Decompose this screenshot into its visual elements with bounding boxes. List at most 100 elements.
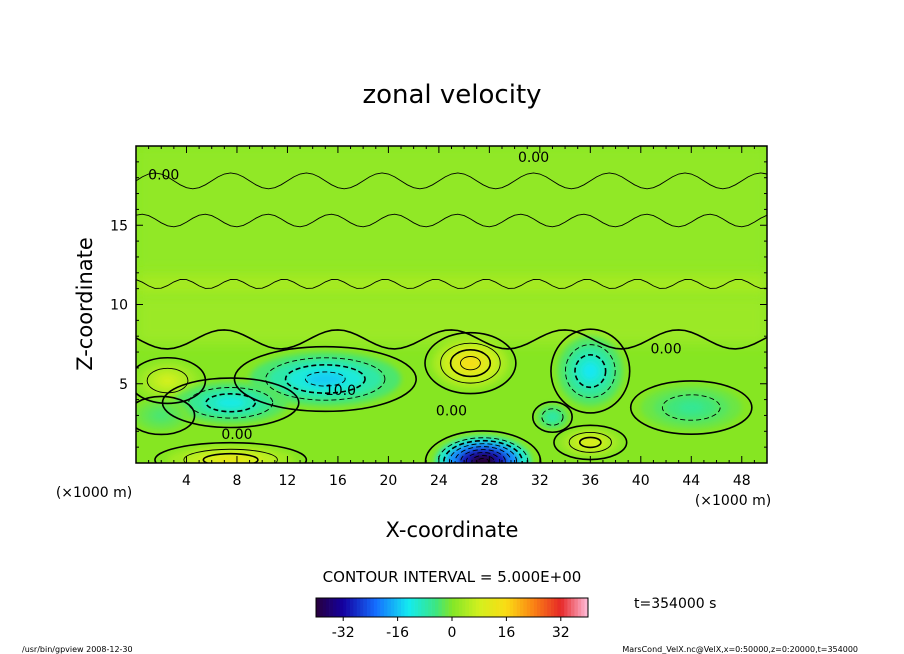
- colorbar-cell: [462, 598, 466, 617]
- x-tick-label-4: 20: [379, 473, 397, 489]
- colorbar: -32 -16 0 16 32: [315, 597, 589, 641]
- contour-line: [578, 436, 602, 449]
- contour-line: [541, 408, 564, 426]
- zero-contour: [136, 356, 207, 405]
- y-tick-label-1: 10: [110, 298, 128, 314]
- colorbar-cell: [390, 598, 395, 617]
- contour-line: [443, 439, 524, 463]
- colorbar-cell: [492, 598, 497, 617]
- plot-area: 0.00 0.00 0.00 10.0 0.00 0.00: [135, 145, 768, 464]
- colorbar-cell: [533, 598, 538, 617]
- colorbar-cell: [441, 598, 446, 617]
- contour-line: [460, 449, 506, 463]
- y-tick-label-2: 15: [110, 218, 128, 234]
- y-tick-label-0: 5: [119, 377, 128, 393]
- colorbar-cell: [438, 598, 443, 617]
- colorbar-cell: [384, 598, 388, 617]
- x-tick-label-0: 4: [182, 473, 191, 489]
- contour-line: [471, 455, 495, 463]
- x-tick-label-2: 12: [279, 473, 297, 489]
- contour-label-5: 0.00: [221, 427, 252, 443]
- colorbar-cell: [567, 598, 572, 617]
- colorbar-cell: [479, 598, 483, 617]
- colorbar-cell: [418, 598, 422, 617]
- colorbar-cell: [356, 598, 361, 617]
- colorbar-cell: [547, 598, 551, 617]
- colorbar-cell: [537, 598, 541, 617]
- colorbar-cell: [516, 598, 521, 617]
- colorbar-cell: [360, 598, 364, 617]
- feature-min-9: [640, 385, 742, 430]
- contour-line: [136, 172, 767, 190]
- colorbar-cell: [363, 598, 368, 617]
- contour-line: [568, 431, 612, 453]
- x-axis: 4 8 12 16 20 24 28 32 36 40 44 48: [148, 146, 755, 489]
- contour-line: [449, 349, 492, 378]
- zero-contour: [424, 331, 517, 395]
- x-tick-label-9: 40: [632, 473, 650, 489]
- x-tick-label-6: 28: [480, 473, 498, 489]
- colorbar-tick-label-1: -16: [386, 625, 409, 641]
- colorbar-cell: [370, 598, 375, 617]
- colorbar-cell: [489, 598, 494, 617]
- colorbar-cell: [452, 598, 456, 617]
- colorbar-cell: [316, 598, 320, 617]
- colorbar-cell: [333, 598, 337, 617]
- x-tick-label-10: 44: [682, 473, 700, 489]
- x-axis-label: X-coordinate: [386, 518, 519, 542]
- colorbar-cell: [336, 598, 341, 617]
- feature-min-8: [536, 404, 569, 430]
- colorbar-cell: [499, 598, 504, 617]
- x-tick-label-3: 16: [329, 473, 347, 489]
- x-tick-label-1: 8: [232, 473, 241, 489]
- colorbar-cell: [329, 598, 334, 617]
- y-axis-label: Z-coordinate: [73, 237, 97, 371]
- colorbar-cell: [455, 598, 460, 617]
- contour-label-4: 0.00: [436, 403, 467, 419]
- colorbar-cell: [526, 598, 531, 617]
- colorbar-cell: [380, 598, 385, 617]
- colorbar-cell: [506, 598, 511, 617]
- colorbar-cell: [509, 598, 514, 617]
- contour-label-1: 0.00: [518, 150, 549, 166]
- contour-line: [564, 344, 616, 398]
- x-tick-label-8: 36: [581, 473, 599, 489]
- feature-max-3: [136, 361, 200, 400]
- colorbar-cell: [414, 598, 419, 617]
- colorbar-cell: [424, 598, 429, 617]
- colorbar-cell: [401, 598, 405, 617]
- contour-line: [574, 353, 607, 389]
- contour-line: [460, 356, 481, 371]
- colorbar-cell: [397, 598, 402, 617]
- y-axis: 5 10 15: [110, 161, 767, 448]
- contour-line: [454, 446, 512, 463]
- colorbar-tick-label-0: -32: [332, 625, 355, 641]
- contour-line: [284, 364, 366, 394]
- contour-line: [136, 278, 767, 289]
- contour-line: [304, 371, 346, 387]
- contour-line: [136, 329, 767, 350]
- colorbar-cell: [448, 598, 453, 617]
- contour-line: [136, 213, 767, 228]
- zero-contour: [161, 377, 300, 429]
- colorbar-cell: [482, 598, 487, 617]
- colorbar-cell: [353, 598, 358, 617]
- colorbar-cell: [540, 598, 545, 617]
- contour-line: [188, 387, 274, 419]
- colorbar-cell: [421, 598, 426, 617]
- colorbar-cell: [554, 598, 558, 617]
- feature-min-5: [557, 336, 624, 406]
- colorbar-cell: [411, 598, 415, 617]
- background-band-1: [136, 272, 767, 297]
- colorbar-tick-label-3: 16: [497, 625, 515, 641]
- contour-line: [183, 448, 278, 463]
- colorbar-cell: [346, 598, 351, 617]
- contour-interval-text: CONTOUR INTERVAL = 5.000E+00: [323, 568, 582, 586]
- x-unit-label-right: (×1000 m): [695, 493, 771, 509]
- zero-contour: [629, 380, 753, 435]
- colorbar-cell: [503, 598, 507, 617]
- colorbar-cell: [496, 598, 500, 617]
- colorbar-cell: [557, 598, 562, 617]
- feature-max-0: [432, 337, 509, 389]
- colorbar-cell: [530, 598, 534, 617]
